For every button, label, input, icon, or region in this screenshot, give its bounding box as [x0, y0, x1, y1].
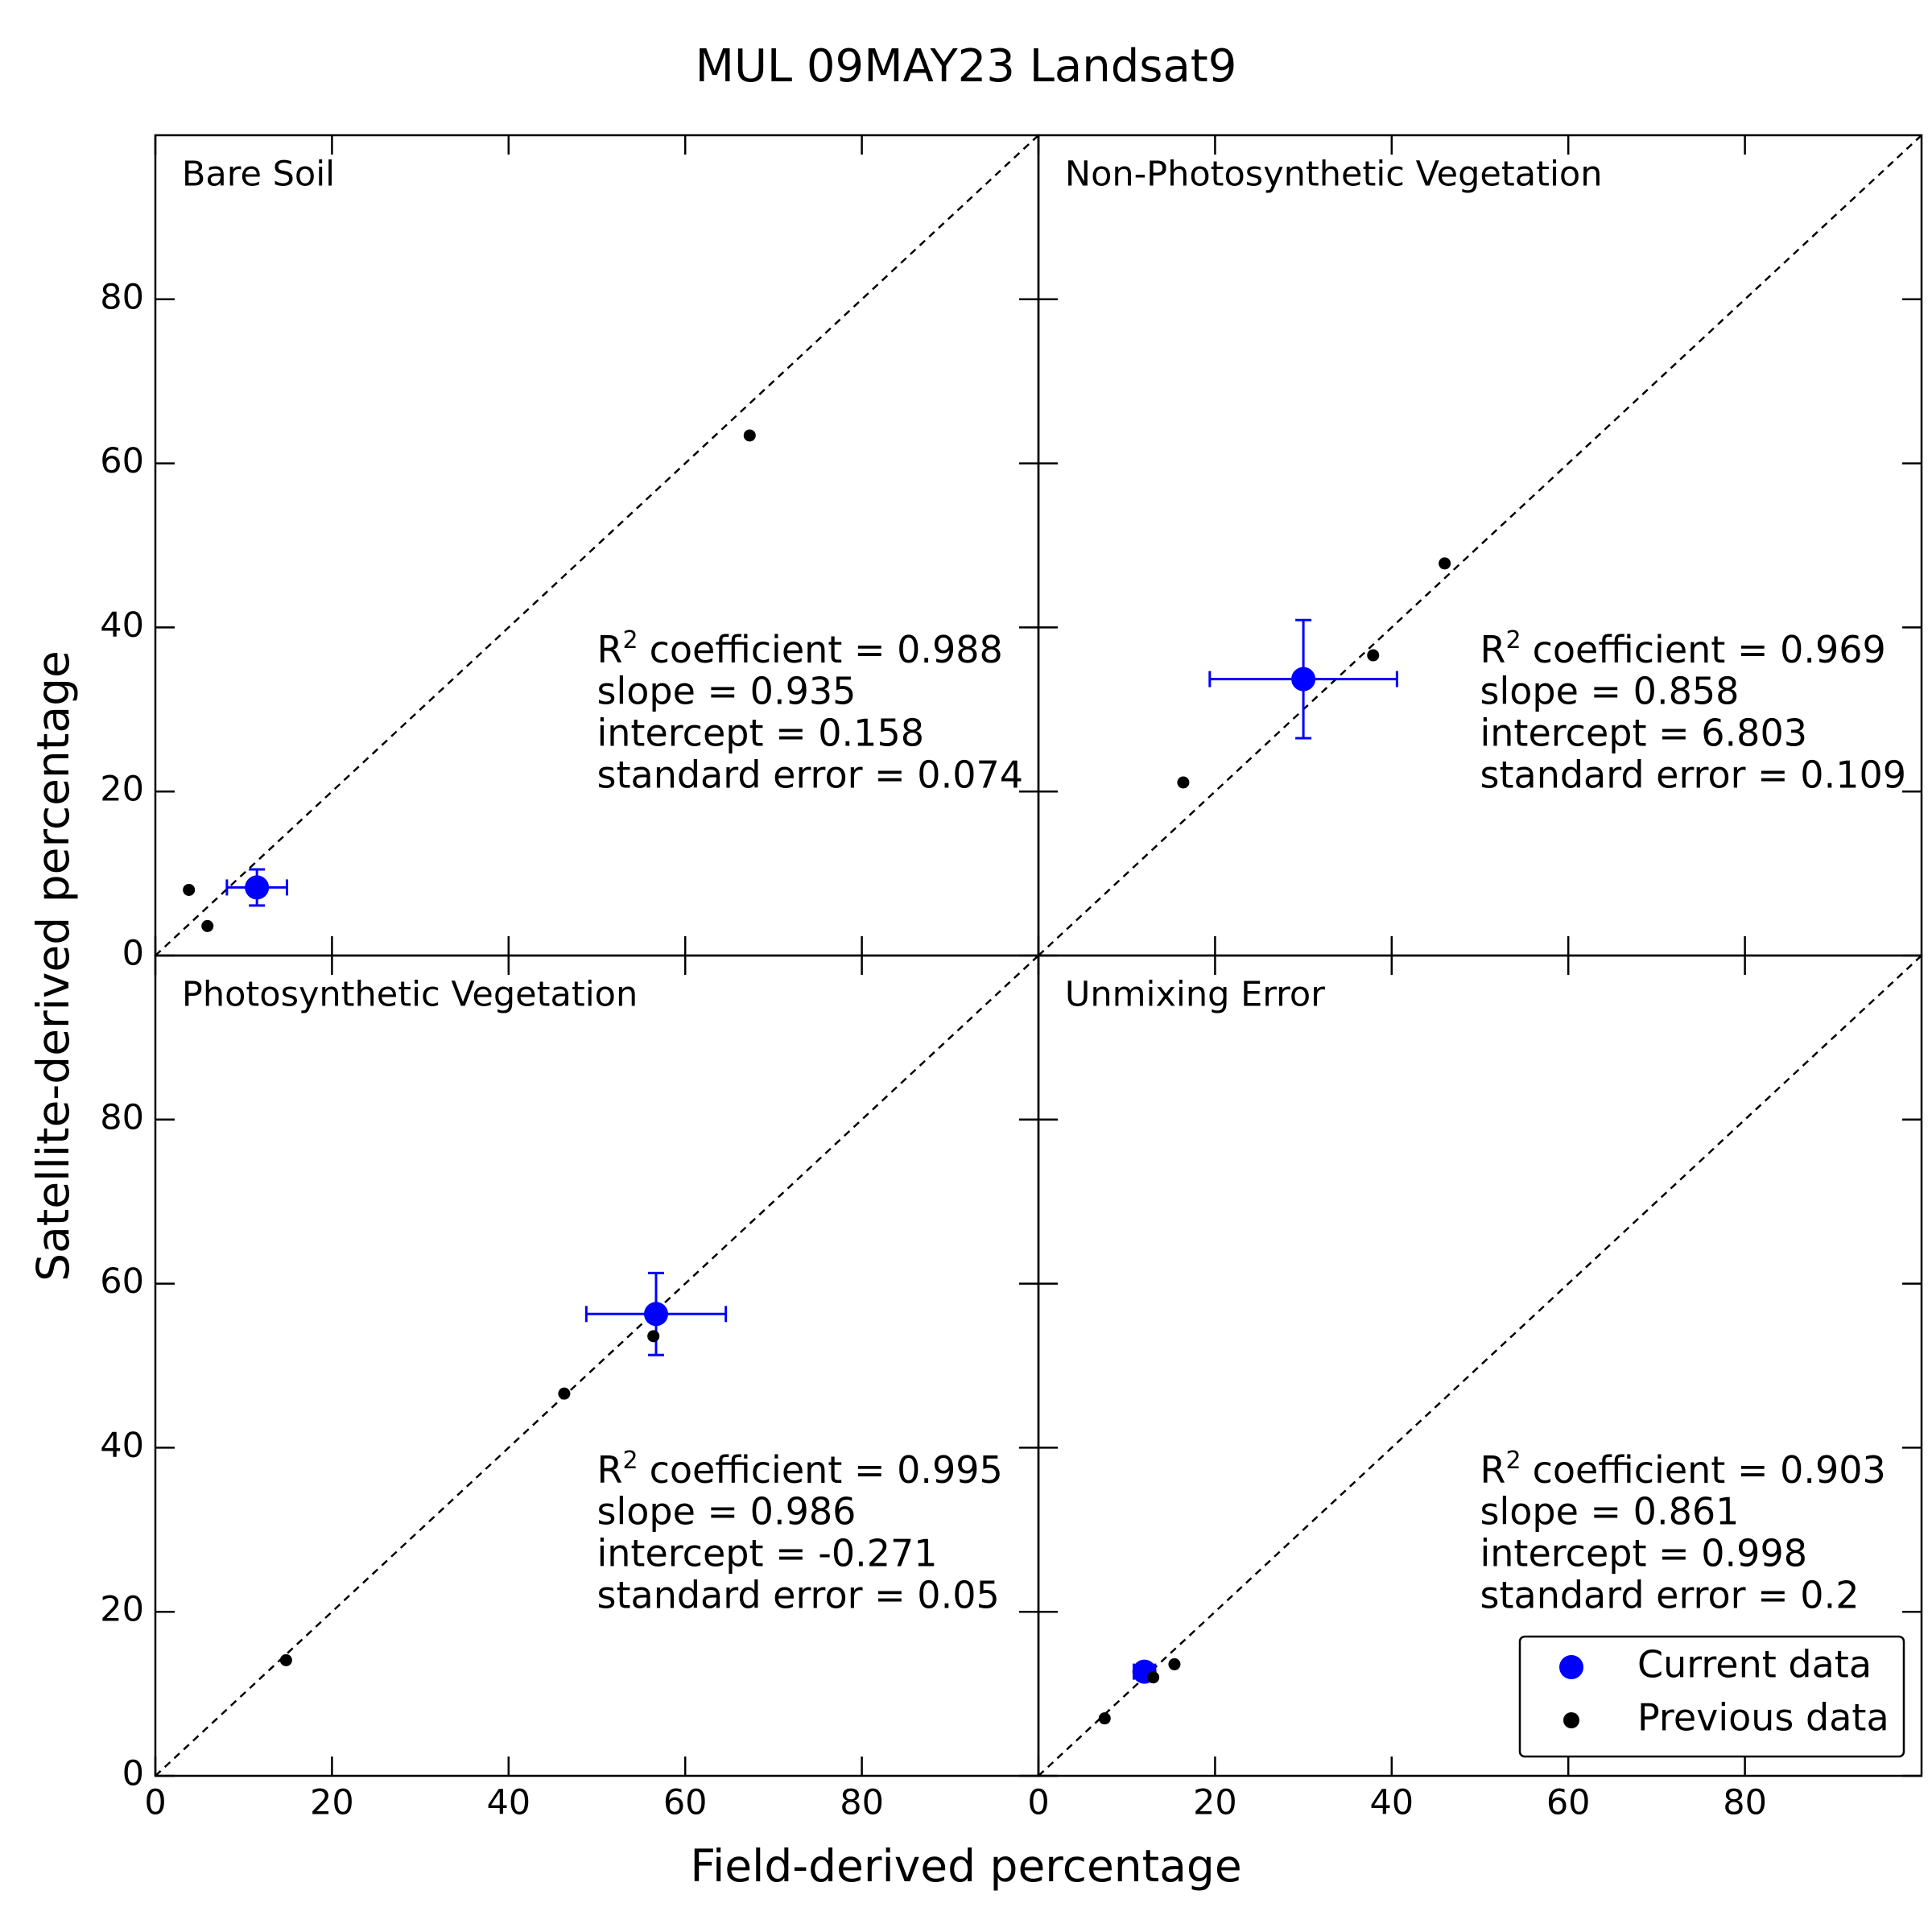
panel-label: Unmixing Error	[1065, 974, 1325, 1014]
stat-line: R2 coefficient = 0.969	[1480, 625, 1886, 671]
stat-line: R2 coefficient = 0.995	[597, 1446, 1003, 1491]
stat-line: R2 coefficient = 0.903	[1480, 1446, 1886, 1491]
r-superscript: 2	[622, 1446, 638, 1474]
stat-text: coefficient = 0.969	[1533, 627, 1886, 671]
x-tick-label: 40	[486, 1783, 530, 1823]
r-superscript: 2	[622, 625, 638, 654]
point	[1177, 776, 1190, 789]
y-tick-label: 40	[100, 605, 144, 646]
stat-text: coefficient = 0.995	[650, 1447, 1003, 1491]
legend-marker	[1563, 1712, 1579, 1728]
x-tick-label: 60	[1546, 1783, 1591, 1823]
stat-line: slope = 0.861	[1480, 1489, 1740, 1533]
stat-line: standard error = 0.109	[1480, 753, 1907, 796]
y-tick-label: 20	[100, 1590, 144, 1630]
y-tick-label: 80	[100, 1097, 144, 1137]
r-symbol: R	[597, 1447, 623, 1491]
r-symbol: R	[1480, 1447, 1506, 1491]
y-axis-label: Satellite-derived percentage	[27, 650, 79, 1282]
x-tick-label: 20	[310, 1783, 354, 1823]
x-tick-label: 80	[840, 1783, 884, 1823]
point	[647, 1330, 660, 1343]
stat-line: intercept = 0.158	[597, 711, 924, 754]
point	[1439, 557, 1451, 570]
point	[1147, 1671, 1160, 1684]
stat-line: intercept = 6.803	[1480, 711, 1807, 754]
x-axis-label: Field-derived percentage	[690, 1840, 1241, 1892]
stat-line: slope = 0.935	[597, 669, 857, 712]
x-tick-label: 80	[1723, 1783, 1767, 1823]
point	[1367, 649, 1380, 662]
identity-line	[1038, 134, 1922, 956]
panel-label: Non-Photosynthetic Vegetation	[1065, 154, 1603, 194]
x-tick-label: 0	[144, 1783, 166, 1823]
point	[245, 875, 270, 900]
r-superscript: 2	[1505, 625, 1521, 654]
stat-line: intercept = -0.271	[597, 1531, 938, 1575]
r-symbol: R	[1480, 627, 1506, 671]
stat-line: slope = 0.986	[597, 1489, 857, 1533]
point	[279, 1653, 292, 1666]
x-tick-label: 60	[663, 1783, 708, 1823]
x-tick-label: 40	[1369, 1783, 1414, 1823]
point	[1098, 1712, 1111, 1725]
point	[1291, 667, 1316, 691]
point	[558, 1387, 571, 1400]
y-tick-label: 20	[100, 770, 144, 810]
y-tick-label: 0	[122, 934, 144, 974]
x-tick-label: 0	[1027, 1783, 1049, 1823]
legend-label: Current data	[1637, 1643, 1872, 1686]
r-superscript: 2	[1505, 1446, 1521, 1474]
x-tick-label: 20	[1193, 1783, 1237, 1823]
stat-text: coefficient = 0.988	[650, 627, 1003, 671]
stat-line: intercept = 0.998	[1480, 1531, 1807, 1575]
panel-label: Bare Soil	[182, 154, 335, 194]
identity-line	[155, 134, 1039, 956]
stat-line: standard error = 0.074	[597, 753, 1024, 796]
stat-line: slope = 0.858	[1480, 669, 1740, 712]
point	[743, 429, 756, 442]
r-symbol: R	[597, 627, 623, 671]
y-tick-label: 40	[100, 1426, 144, 1466]
stat-line: R2 coefficient = 0.988	[597, 625, 1003, 671]
panel-frame	[1037, 954, 1923, 1777]
stat-line: standard error = 0.2	[1480, 1573, 1860, 1616]
y-tick-label: 0	[122, 1754, 144, 1794]
legend-box	[1518, 1635, 1905, 1758]
point	[183, 883, 196, 896]
legend-label: Previous data	[1637, 1696, 1889, 1740]
chart-title: MUL 09MAY23 Landsat9	[696, 40, 1237, 93]
stat-text: coefficient = 0.903	[1533, 1447, 1886, 1491]
point	[201, 919, 214, 932]
legend-marker	[1559, 1655, 1583, 1679]
point	[643, 1302, 668, 1327]
point	[1168, 1657, 1181, 1670]
y-tick-label: 60	[100, 441, 144, 481]
y-tick-label: 60	[100, 1261, 144, 1302]
panel-label: Photosynthetic Vegetation	[182, 974, 638, 1014]
y-tick-label: 80	[100, 277, 144, 317]
identity-line	[155, 955, 1039, 1777]
stat-line: standard error = 0.05	[597, 1573, 1000, 1616]
